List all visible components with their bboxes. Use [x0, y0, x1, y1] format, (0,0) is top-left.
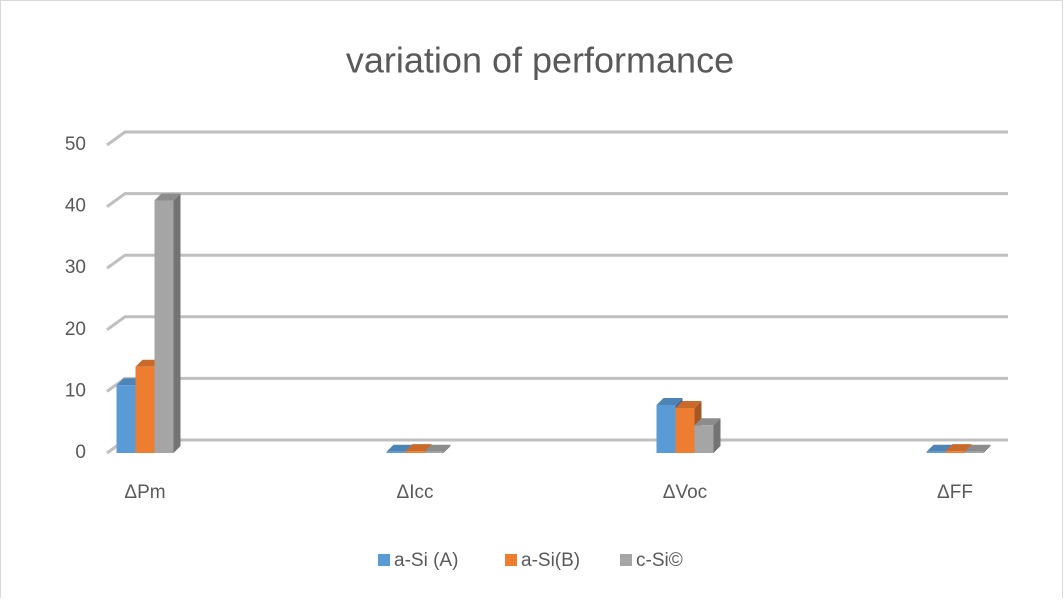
bar: [656, 404, 676, 453]
bar-top: [926, 444, 953, 452]
bar-side: [443, 444, 451, 453]
grid-line: [106, 192, 1008, 208]
bar-side: [713, 418, 721, 453]
bar-side: [173, 193, 181, 453]
y-tick-label: 0: [75, 442, 86, 463]
bar: [675, 408, 695, 453]
bar-top: [694, 418, 721, 426]
x-tick-label: ΔFF: [937, 482, 973, 503]
bar: [154, 200, 174, 453]
legend-label: c-Si©: [636, 550, 683, 571]
x-tick-label: ΔIcc: [397, 482, 434, 503]
bar: [386, 451, 406, 453]
y-tick-label: 50: [65, 134, 86, 155]
bar: [694, 425, 714, 453]
bar-top: [945, 444, 972, 452]
bar-top: [424, 444, 451, 452]
bar: [964, 451, 984, 453]
bar: [135, 366, 155, 453]
legend-label: a-Si(B): [521, 550, 580, 571]
bar: [116, 385, 136, 453]
grid-line: [106, 130, 1008, 147]
legend-swatch: [378, 554, 390, 566]
bar-top: [386, 444, 413, 452]
grid-line: [106, 315, 1008, 332]
legend-swatch: [620, 554, 632, 566]
grid-line: [106, 253, 1008, 270]
bar-top: [405, 444, 432, 452]
bar: [424, 451, 444, 453]
bar-top: [964, 444, 991, 452]
bar-top: [154, 193, 181, 201]
bar-top: [656, 397, 683, 405]
x-tick-label: ΔVoc: [663, 482, 707, 503]
bar: [926, 451, 946, 453]
y-tick-label: 20: [65, 319, 86, 340]
x-tick-label: ΔPm: [124, 482, 165, 503]
y-tick-label: 30: [65, 257, 86, 278]
bar: [405, 451, 425, 453]
y-tick-label: 40: [65, 196, 86, 217]
legend-swatch: [505, 554, 517, 566]
bar-side: [983, 444, 991, 453]
legend-label: a-Si (A): [394, 550, 458, 571]
bar-top: [675, 401, 702, 409]
chart-title: variation of performance: [346, 40, 734, 81]
y-tick-label: 10: [65, 380, 86, 401]
bar: [945, 451, 965, 453]
